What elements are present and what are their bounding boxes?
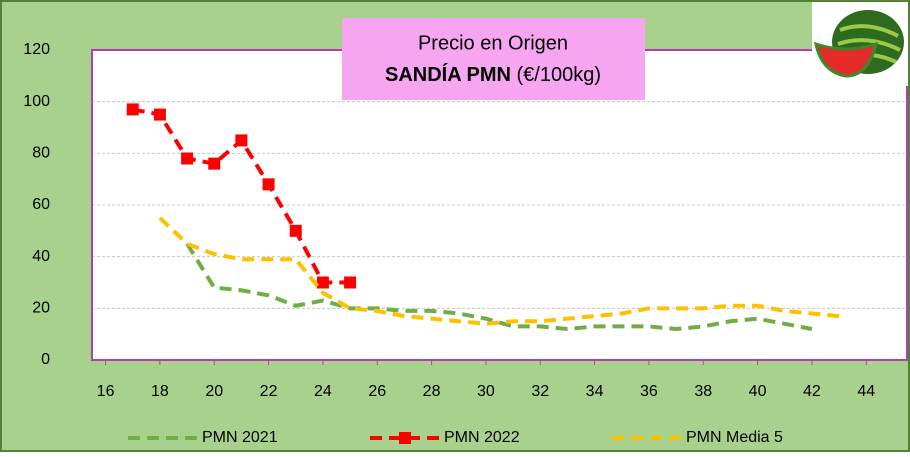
y-tick-label: 100 [23,93,50,110]
y-tick-label: 60 [32,196,50,213]
data-point [344,277,356,289]
subtitle-rest: (€/100kg) [517,64,602,86]
y-tick-label: 20 [32,300,50,317]
data-point [317,277,329,289]
x-tick-label: 22 [260,383,278,400]
data-point [154,109,166,121]
y-tick-label: 120 [23,41,50,58]
data-point [290,225,302,237]
x-tick-label: 38 [694,383,712,400]
x-tick-label: 32 [531,383,549,400]
chart: Precio en Origen SANDÍA PMN (€/100kg) PM… [0,0,910,452]
data-point [235,134,247,146]
x-tick-label: 30 [477,383,495,400]
x-tick-label: 28 [423,383,441,400]
title-box [342,18,645,100]
x-tick-label: 16 [97,383,115,400]
subtitle-bold: SANDÍA PMN [385,63,511,86]
data-point [208,158,220,170]
x-tick-label: 40 [749,383,767,400]
x-tick-label: 18 [151,383,169,400]
x-tick-label: 36 [640,383,658,400]
watermelon-icon [812,2,908,86]
x-tick-label: 24 [314,383,332,400]
legend-label: PMN Media 5 [686,429,783,446]
x-tick-label: 26 [368,383,386,400]
x-tick-label: 44 [857,383,875,400]
y-tick-label: 80 [32,145,50,162]
page: Precio en Origen SANDÍA PMN (€/100kg) PM… [0,0,910,457]
y-tick-label: 0 [41,351,50,368]
legend-label: PMN 2022 [444,429,520,446]
chart-title: Precio en Origen [418,32,568,54]
x-tick-label: 20 [205,383,223,400]
legend-marker [399,432,411,444]
x-tick-label: 42 [803,383,821,400]
legend-label: PMN 2021 [202,429,278,446]
data-point [263,178,275,190]
x-tick-label: 34 [586,383,604,400]
data-point [181,153,193,165]
data-point [127,103,139,115]
y-tick-label: 40 [32,248,50,265]
chart-subtitle: SANDÍA PMN (€/100kg) [385,63,601,86]
